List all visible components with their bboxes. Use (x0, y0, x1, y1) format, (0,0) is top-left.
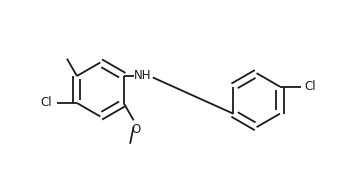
Text: O: O (132, 123, 141, 136)
Text: Cl: Cl (305, 80, 316, 93)
Text: Cl: Cl (40, 96, 52, 110)
Text: NH: NH (134, 69, 152, 82)
